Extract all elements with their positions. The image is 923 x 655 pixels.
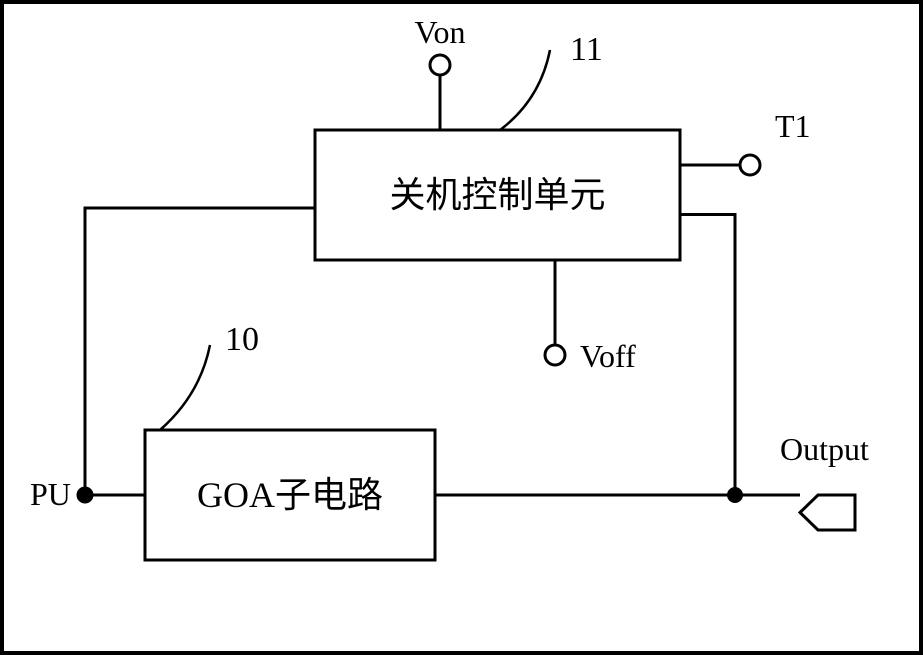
ref10-lead: [160, 345, 210, 430]
terminal-t1: [740, 155, 760, 175]
label-pu: PU: [30, 476, 71, 512]
terminal-voff: [545, 345, 565, 365]
node-output: [727, 487, 743, 503]
ref11-lead: [500, 50, 550, 130]
ref11-ref: 11: [570, 31, 603, 68]
label-von: Von: [415, 14, 466, 50]
ref10-ref: 10: [225, 321, 259, 358]
outer-border: [2, 2, 921, 653]
goa-sub-block-label: GOA子电路: [197, 475, 383, 515]
label-t1: T1: [775, 108, 811, 144]
shutdown-control-block-label: 关机控制单元: [389, 175, 605, 215]
output-tag: [800, 495, 855, 530]
wire-shutdown-out: [680, 215, 735, 496]
label-output: Output: [780, 431, 869, 467]
label-voff: Voff: [580, 338, 636, 374]
node-pu: [77, 487, 93, 503]
terminal-von: [430, 55, 450, 75]
